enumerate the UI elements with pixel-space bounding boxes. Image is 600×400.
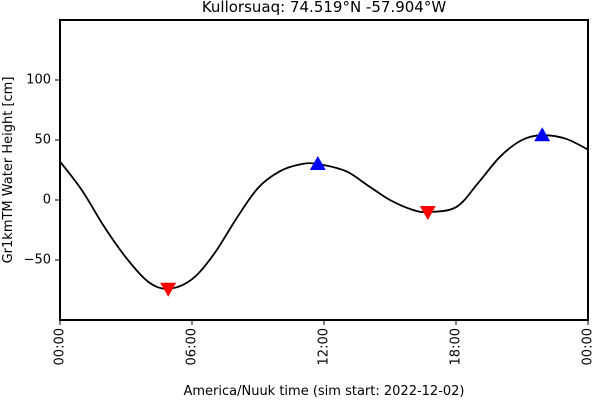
x-axis: 00:00 06:00 12:00 18:00 00:00: [53, 320, 596, 365]
water-height-line: [60, 134, 588, 290]
low-tide-marker: [419, 206, 436, 220]
low-tide-marker: [160, 282, 177, 297]
y-tick-label: 100: [26, 73, 51, 88]
x-tick-label: 06:00: [185, 328, 200, 365]
plot-frame: [59, 19, 589, 321]
high-tide-marker: [534, 127, 551, 142]
x-axis-label: America/Nuuk time (sim start: 2022-12-02…: [183, 384, 464, 399]
x-tick-label: 00:00: [53, 328, 68, 365]
x-tick-label: 18:00: [449, 328, 464, 365]
y-tick-label: −50: [24, 253, 51, 268]
high-tide-marker: [309, 156, 326, 170]
chart-title: Kullorsuaq: 74.519°N -57.904°W: [202, 0, 447, 16]
y-axis-label: Gr1kmTM Water Height [cm]: [1, 77, 16, 264]
plot-area: [60, 127, 588, 297]
y-axis: −50 0 50 100: [24, 73, 60, 268]
y-tick-label: 0: [43, 193, 51, 208]
x-tick-label: 12:00: [317, 328, 332, 365]
y-tick-label: 50: [34, 133, 51, 148]
x-tick-label: 00:00: [581, 328, 596, 365]
